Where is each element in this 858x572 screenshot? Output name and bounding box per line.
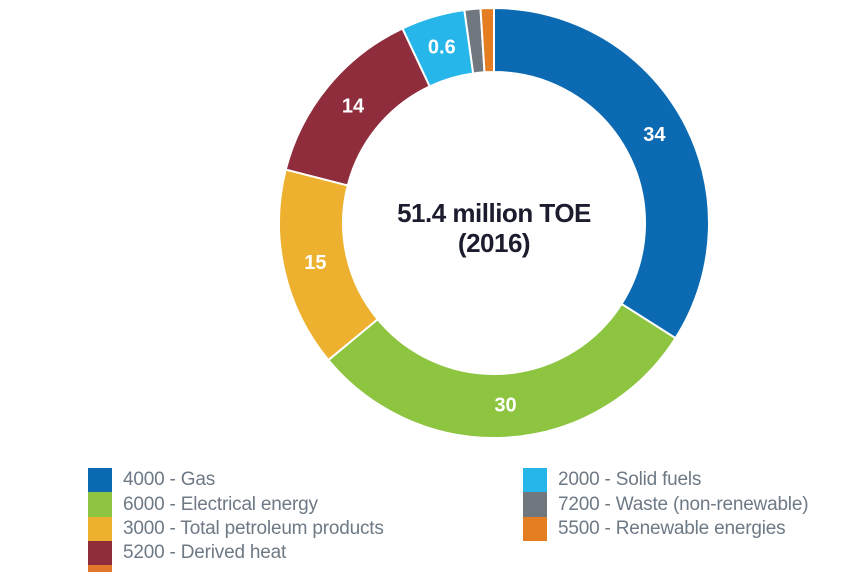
donut-center-label: 51.4 million TOE (2016) — [397, 198, 591, 258]
legend-item-derived-heat: 5200 - Derived heat — [88, 541, 384, 566]
legend-label-renewable-energies: 5500 - Renewable energies — [558, 517, 786, 539]
legend-item-total-petroleum-products: 3000 - Total petroleum products — [88, 516, 384, 542]
legend-swatch-electrical-energy — [88, 492, 112, 517]
donut-value-label-solid-fuels: 0.6 — [428, 37, 456, 59]
legend-swatch-renewable-energies — [523, 516, 547, 542]
legend-item-gas: 4000 - Gas — [88, 468, 384, 493]
legend-swatch-cutoff — [88, 565, 112, 572]
legend-item-waste-non-renewable: 7200 - Waste (non-renewable) — [523, 492, 809, 517]
legend-label-gas: 4000 - Gas — [123, 469, 215, 491]
legend-label-derived-heat: 5200 - Derived heat — [123, 542, 287, 564]
legend-swatch-derived-heat — [88, 541, 112, 566]
legend-swatch-solid-fuels — [523, 468, 547, 493]
legend-label-electrical-energy: 6000 - Electrical energy — [123, 493, 318, 515]
donut-segment-electrical-energy — [327, 302, 677, 439]
legend-swatch-gas — [88, 468, 112, 493]
donut-value-label-derived-heat: 14 — [342, 95, 365, 117]
legend-column-left: 4000 - Gas 6000 - Electrical energy 3000 -… — [88, 468, 384, 566]
legend-swatch-total-petroleum-products — [88, 516, 112, 542]
legend-label-total-petroleum-products: 3000 - Total petroleum products — [123, 517, 384, 539]
center-label-line1: 51.4 million TOE — [397, 198, 591, 228]
donut-value-label-electrical-energy: 30 — [494, 395, 516, 417]
legend-label-solid-fuels: 2000 - Solid fuels — [558, 469, 702, 491]
donut-segment-total-petroleum-products — [278, 168, 379, 362]
donut-value-label-total-petroleum-products: 15 — [304, 252, 326, 274]
legend-swatch-waste-non-renewable — [523, 492, 547, 517]
legend-item-solid-fuels: 2000 - Solid fuels — [523, 468, 808, 493]
donut-value-label-gas: 34 — [643, 124, 666, 146]
donut-segment-renewable-energies — [479, 7, 495, 74]
legend-column-right: 2000 - Solid fuels 7200 - Waste (non-rene… — [523, 468, 809, 542]
donut-segment-gas — [493, 7, 710, 340]
center-label-line2: (2016) — [457, 228, 531, 258]
legend-item-renewable-energies: 5500 - Renewable energies — [523, 516, 808, 542]
legend-label-waste-non-renewable: 7200 - Waste (non-renewable) — [558, 493, 809, 515]
legend-item-electrical-energy: 6000 - Electrical energy — [88, 492, 384, 517]
